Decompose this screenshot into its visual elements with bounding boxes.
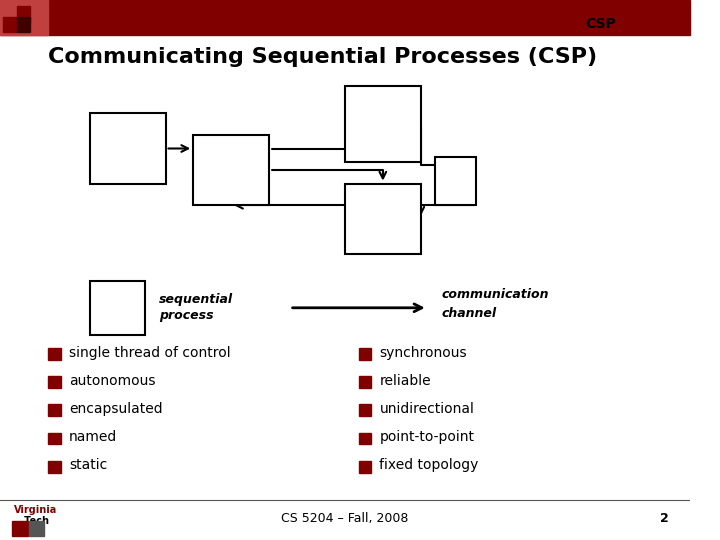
Text: Communicating Sequential Processes (CSP): Communicating Sequential Processes (CSP) xyxy=(48,46,598,67)
Bar xyxy=(345,86,420,162)
Text: fixed topology: fixed topology xyxy=(379,458,479,472)
Bar xyxy=(359,404,371,416)
Bar xyxy=(359,376,371,388)
Text: static: static xyxy=(69,458,107,472)
Bar xyxy=(48,404,60,416)
Text: Tech: Tech xyxy=(14,516,49,526)
Text: named: named xyxy=(69,430,117,444)
Text: point-to-point: point-to-point xyxy=(379,430,474,444)
Text: reliable: reliable xyxy=(379,374,431,388)
Bar xyxy=(4,6,16,22)
Bar xyxy=(17,6,30,22)
Text: channel: channel xyxy=(441,307,497,320)
Bar xyxy=(4,17,16,32)
Bar xyxy=(435,157,476,205)
Text: encapsulated: encapsulated xyxy=(69,402,163,416)
Text: process: process xyxy=(158,309,213,322)
Bar xyxy=(0,0,48,35)
Bar xyxy=(48,348,60,360)
Text: 2: 2 xyxy=(660,512,669,525)
Bar xyxy=(359,461,371,472)
Text: synchronous: synchronous xyxy=(379,346,467,360)
Text: single thread of control: single thread of control xyxy=(69,346,230,360)
Text: autonomous: autonomous xyxy=(69,374,156,388)
Bar xyxy=(359,348,371,360)
Text: unidirectional: unidirectional xyxy=(379,402,474,416)
Bar xyxy=(359,433,371,444)
Bar xyxy=(193,135,269,205)
Bar xyxy=(90,113,166,184)
Bar xyxy=(90,281,145,335)
Bar xyxy=(48,433,60,444)
Text: sequential: sequential xyxy=(158,293,233,306)
Bar xyxy=(12,521,27,536)
Bar xyxy=(48,376,60,388)
Text: CS 5204 – Fall, 2008: CS 5204 – Fall, 2008 xyxy=(282,512,408,525)
Bar xyxy=(48,461,60,472)
Text: Virginia: Virginia xyxy=(14,505,57,515)
Text: communication: communication xyxy=(441,288,549,301)
Bar xyxy=(0,0,690,35)
Bar xyxy=(345,184,420,254)
Text: CSP: CSP xyxy=(585,17,616,31)
Bar xyxy=(17,17,30,32)
Bar xyxy=(29,521,44,536)
